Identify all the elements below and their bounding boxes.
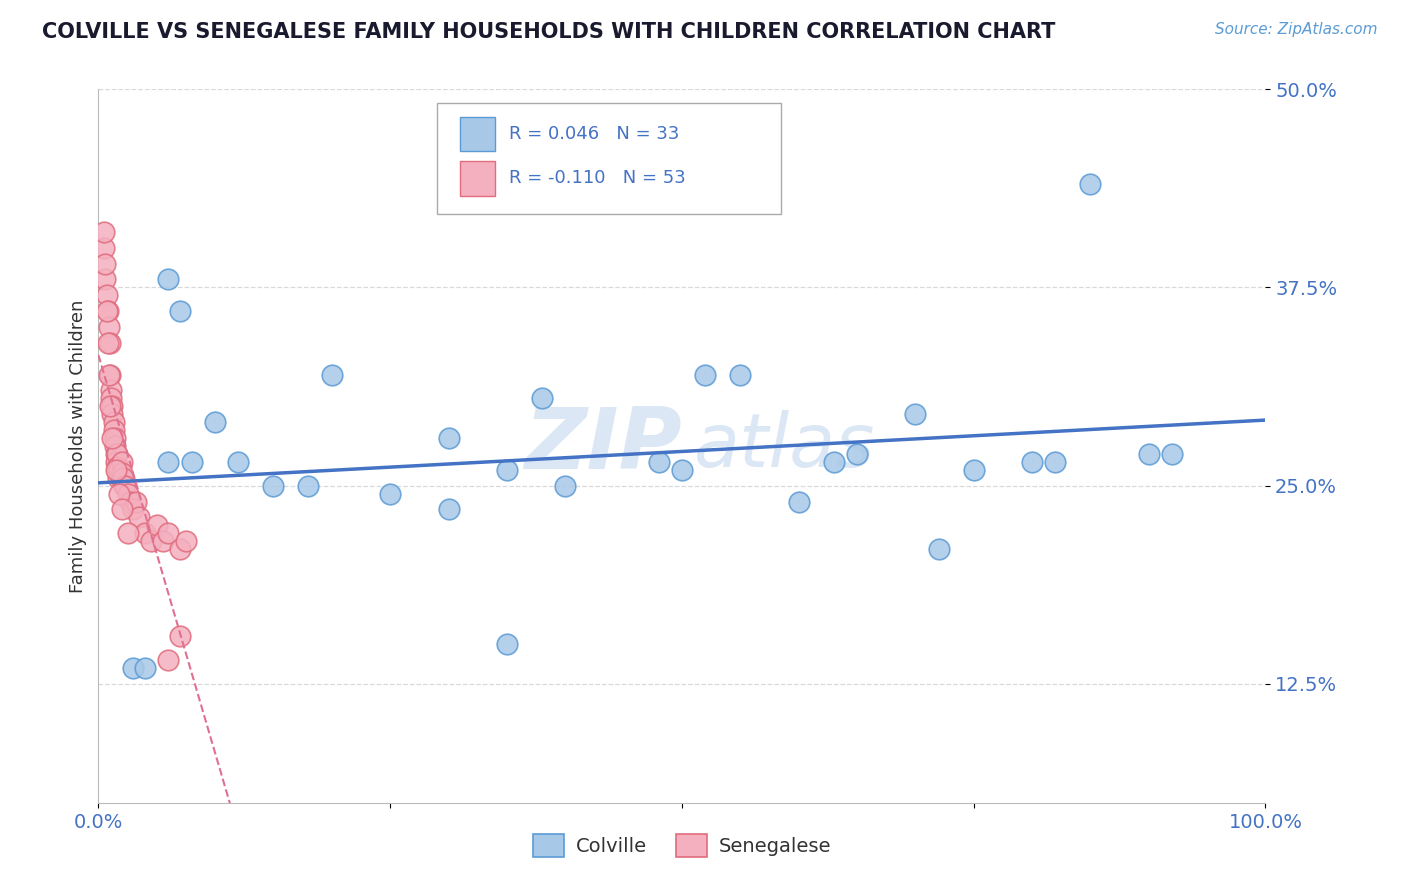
Text: ZIP: ZIP	[524, 404, 682, 488]
Point	[103, 423, 125, 437]
Point	[101, 407, 124, 421]
Point	[110, 471, 132, 485]
Point	[98, 368, 121, 382]
Point	[122, 502, 145, 516]
Point	[105, 459, 128, 474]
Point	[117, 486, 139, 500]
Point	[111, 502, 134, 516]
Point	[117, 526, 139, 541]
Point	[100, 384, 122, 398]
Point	[496, 637, 519, 651]
Point	[904, 407, 927, 421]
Point	[962, 463, 984, 477]
Point	[104, 455, 127, 469]
Point	[297, 478, 319, 492]
Point	[530, 392, 553, 406]
Point	[496, 463, 519, 477]
Point	[114, 478, 136, 492]
Point	[97, 304, 120, 318]
Point	[98, 400, 121, 414]
Point	[101, 431, 124, 445]
Point	[174, 534, 197, 549]
FancyBboxPatch shape	[460, 117, 495, 152]
Point	[139, 534, 162, 549]
Point	[96, 288, 118, 302]
Text: R = -0.110   N = 53: R = -0.110 N = 53	[509, 169, 686, 187]
Point	[93, 241, 115, 255]
Text: R = 0.046   N = 33: R = 0.046 N = 33	[509, 125, 679, 143]
Point	[157, 272, 180, 286]
Point	[94, 272, 117, 286]
Point	[103, 415, 125, 429]
Point	[169, 542, 191, 557]
Point	[1080, 178, 1102, 192]
Point	[169, 304, 191, 318]
Point	[112, 478, 135, 492]
Point	[97, 368, 120, 382]
Point	[107, 471, 129, 485]
Point	[107, 463, 129, 477]
Point	[228, 455, 250, 469]
Point	[1137, 447, 1160, 461]
FancyBboxPatch shape	[437, 103, 782, 214]
Point	[134, 661, 156, 675]
Point	[146, 518, 169, 533]
Y-axis label: Family Households with Children: Family Households with Children	[69, 300, 87, 592]
Point	[104, 439, 127, 453]
Point	[111, 471, 134, 485]
Point	[1021, 455, 1043, 469]
Point	[823, 455, 845, 469]
Point	[380, 486, 402, 500]
Text: COLVILLE VS SENEGALESE FAMILY HOUSEHOLDS WITH CHILDREN CORRELATION CHART: COLVILLE VS SENEGALESE FAMILY HOUSEHOLDS…	[42, 22, 1056, 42]
Point	[97, 335, 120, 350]
Point	[97, 320, 120, 334]
Point	[157, 653, 180, 667]
FancyBboxPatch shape	[460, 161, 495, 195]
Point	[105, 447, 128, 461]
Point	[108, 486, 131, 500]
Point	[262, 478, 284, 492]
Point	[118, 494, 141, 508]
Point	[100, 392, 122, 406]
Point	[104, 463, 127, 477]
Point	[180, 455, 202, 469]
Point	[111, 455, 134, 469]
Point	[108, 463, 131, 477]
Point	[157, 455, 180, 469]
Point	[437, 502, 460, 516]
Point	[96, 304, 118, 318]
Point	[104, 447, 127, 461]
Point	[671, 463, 693, 477]
Point	[157, 526, 180, 541]
Point	[134, 526, 156, 541]
Point	[321, 368, 343, 382]
Point	[94, 257, 117, 271]
Point	[1045, 455, 1067, 469]
Point	[169, 629, 191, 643]
Point	[104, 431, 127, 445]
Point	[647, 455, 669, 469]
Point	[125, 494, 148, 508]
Point	[98, 335, 121, 350]
Point	[846, 447, 869, 461]
Text: Source: ZipAtlas.com: Source: ZipAtlas.com	[1215, 22, 1378, 37]
Point	[128, 510, 150, 524]
Point	[730, 368, 752, 382]
Point	[554, 478, 576, 492]
Point	[93, 225, 115, 239]
Text: atlas: atlas	[693, 410, 875, 482]
Point	[101, 400, 124, 414]
Point	[1161, 447, 1184, 461]
Point	[437, 431, 460, 445]
Point	[928, 542, 950, 557]
Point	[695, 368, 717, 382]
Point	[204, 415, 226, 429]
Point	[122, 661, 145, 675]
Legend: Colville, Senegalese: Colville, Senegalese	[524, 826, 839, 864]
Point	[111, 466, 134, 480]
Point	[152, 534, 174, 549]
Point	[787, 494, 810, 508]
